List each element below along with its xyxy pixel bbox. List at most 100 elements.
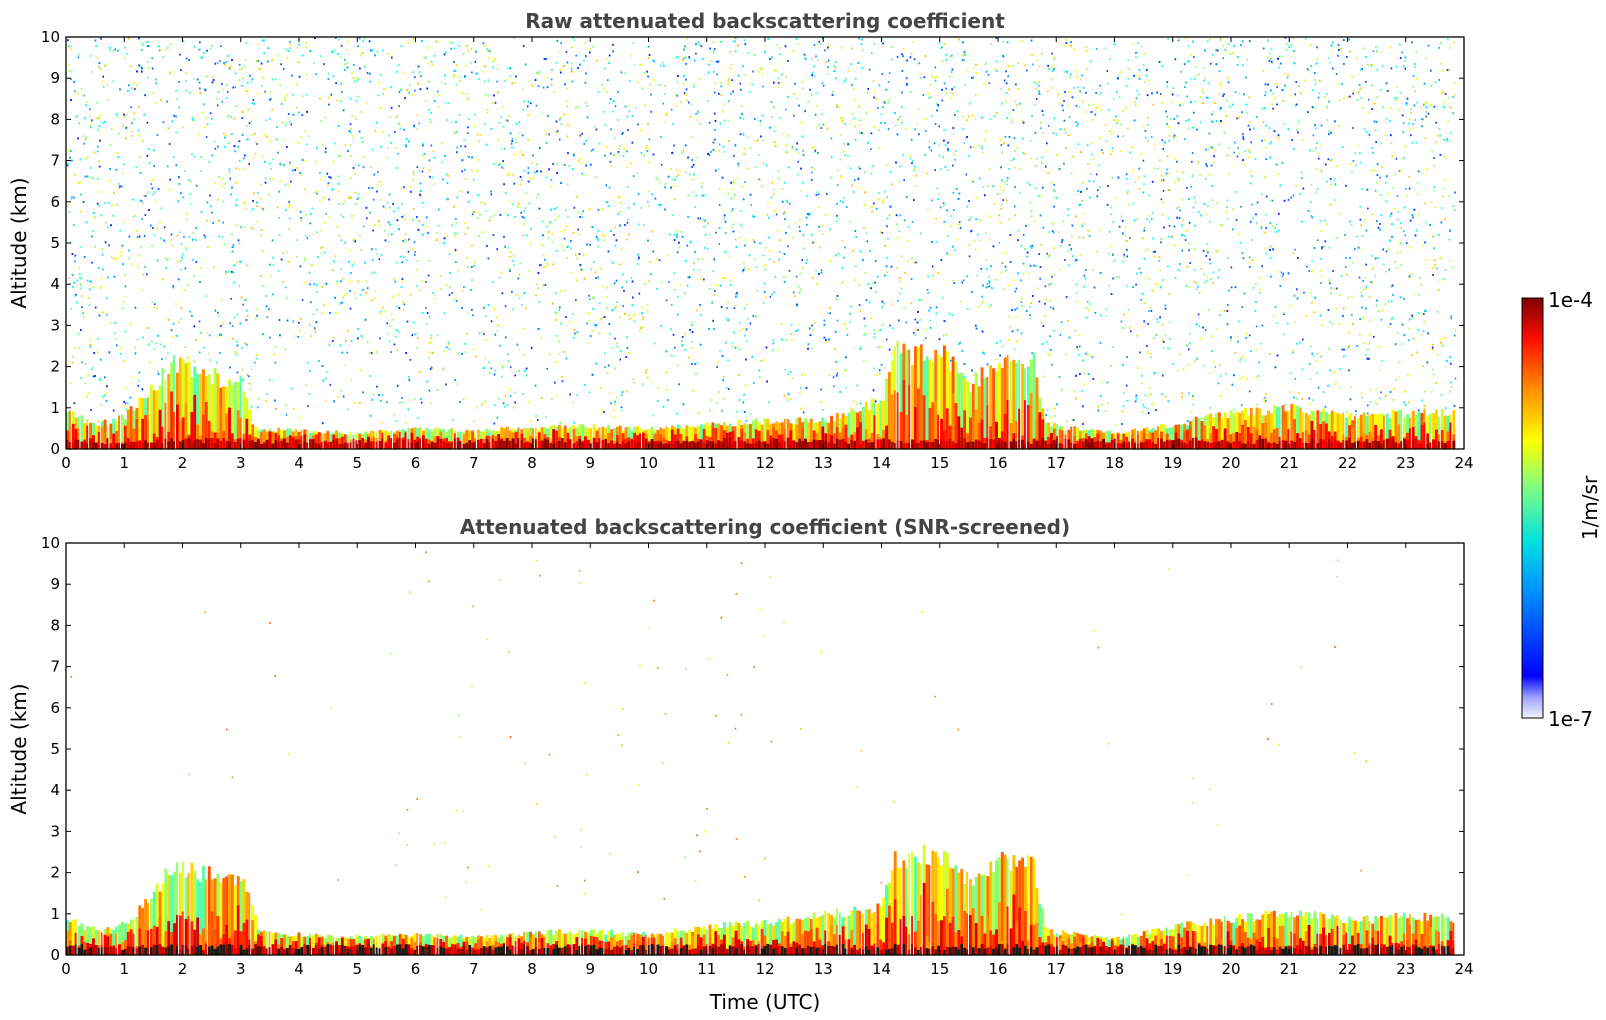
noise-speck [398, 105, 400, 107]
noise-speck [160, 343, 162, 346]
noise-speck [350, 378, 352, 381]
noise-speck [1076, 76, 1078, 78]
noise-speck [287, 184, 290, 187]
noise-speck [175, 115, 177, 118]
noise-speck [586, 105, 588, 107]
noise-speck [187, 283, 189, 286]
noise-speck [442, 178, 444, 181]
noise-speck [1078, 334, 1081, 336]
noise-speck [185, 57, 188, 60]
noise-speck [1177, 94, 1179, 97]
noise-speck [642, 326, 644, 328]
noise-speck [1267, 40, 1269, 43]
noise-speck [208, 334, 211, 337]
noise-speck [427, 351, 429, 354]
noise-speck [1416, 193, 1419, 195]
noise-speck [985, 62, 987, 65]
noise-speck [545, 58, 547, 60]
noise-speck [1087, 163, 1089, 166]
noise-speck [1205, 148, 1207, 151]
noise-speck [1209, 372, 1211, 375]
noise-speck [77, 92, 79, 95]
noise-speck [186, 218, 189, 221]
noise-speck [90, 124, 92, 127]
noise-speck [1037, 194, 1040, 197]
noise-speck [205, 116, 208, 119]
noise-speck [328, 344, 331, 346]
noise-speck [673, 346, 676, 349]
noise-speck [762, 139, 765, 142]
noise-speck [151, 91, 154, 94]
noise-speck [813, 44, 816, 46]
noise-speck [1450, 381, 1452, 384]
noise-speck [425, 281, 427, 283]
noise-speck [555, 395, 557, 398]
noise-speck [1117, 75, 1120, 78]
noise-speck [723, 277, 726, 280]
noise-speck [156, 370, 159, 373]
noise-speck [428, 159, 431, 162]
noise-speck [349, 249, 351, 252]
noise-speck [926, 172, 928, 175]
noise-speck [1231, 103, 1234, 106]
noise-speck [456, 196, 459, 199]
noise-speck [591, 329, 593, 332]
noise-speck [189, 310, 192, 313]
noise-speck [68, 64, 70, 67]
noise-speck [1098, 93, 1101, 96]
noise-speck [209, 205, 212, 208]
noise-speck [1150, 356, 1152, 359]
noise-speck [536, 163, 538, 166]
noise-speck [252, 228, 254, 230]
noise-speck [203, 51, 205, 54]
noise-speck [644, 282, 646, 285]
noise-speck [1082, 87, 1085, 89]
noise-speck [1177, 39, 1180, 42]
noise-speck [523, 169, 525, 172]
noise-speck [70, 382, 72, 385]
noise-speck [907, 226, 910, 228]
noise-speck [849, 312, 851, 315]
noise-speck [89, 108, 91, 111]
noise-speck [864, 325, 867, 328]
noise-speck [868, 68, 871, 71]
noise-speck [1085, 91, 1087, 94]
noise-speck [802, 234, 805, 236]
noise-speck [1381, 166, 1384, 168]
noise-speck [209, 47, 212, 50]
noise-speck [1240, 358, 1242, 360]
noise-speck [1214, 366, 1217, 368]
noise-speck [1014, 150, 1016, 152]
noise-speck [829, 312, 831, 315]
noise-speck [774, 69, 776, 72]
noise-speck [163, 239, 165, 242]
noise-speck [379, 337, 381, 340]
noise-speck [769, 249, 772, 252]
noise-speck [617, 153, 619, 156]
noise-speck [1405, 102, 1408, 105]
noise-speck [575, 54, 577, 57]
noise-speck [68, 211, 71, 213]
noise-speck [137, 266, 139, 268]
noise-speck [1389, 215, 1392, 217]
noise-speck [1361, 188, 1364, 190]
noise-speck [613, 99, 616, 102]
noise-speck [874, 90, 876, 93]
noise-speck [927, 292, 929, 294]
noise-speck [1213, 102, 1216, 104]
noise-speck [1275, 231, 1278, 233]
noise-speck [1422, 365, 1425, 368]
noise-speck [696, 156, 699, 159]
noise-speck [437, 224, 440, 227]
noise-speck [995, 358, 998, 361]
noise-speck [573, 206, 576, 209]
noise-speck [390, 351, 392, 353]
noise-speck [1145, 136, 1147, 139]
noise-speck [325, 212, 327, 215]
noise-speck [458, 353, 461, 356]
noise-speck [1448, 195, 1451, 198]
noise-speck [403, 218, 406, 221]
noise-speck [1241, 252, 1244, 255]
noise-speck [1006, 183, 1008, 186]
noise-speck [712, 270, 715, 272]
